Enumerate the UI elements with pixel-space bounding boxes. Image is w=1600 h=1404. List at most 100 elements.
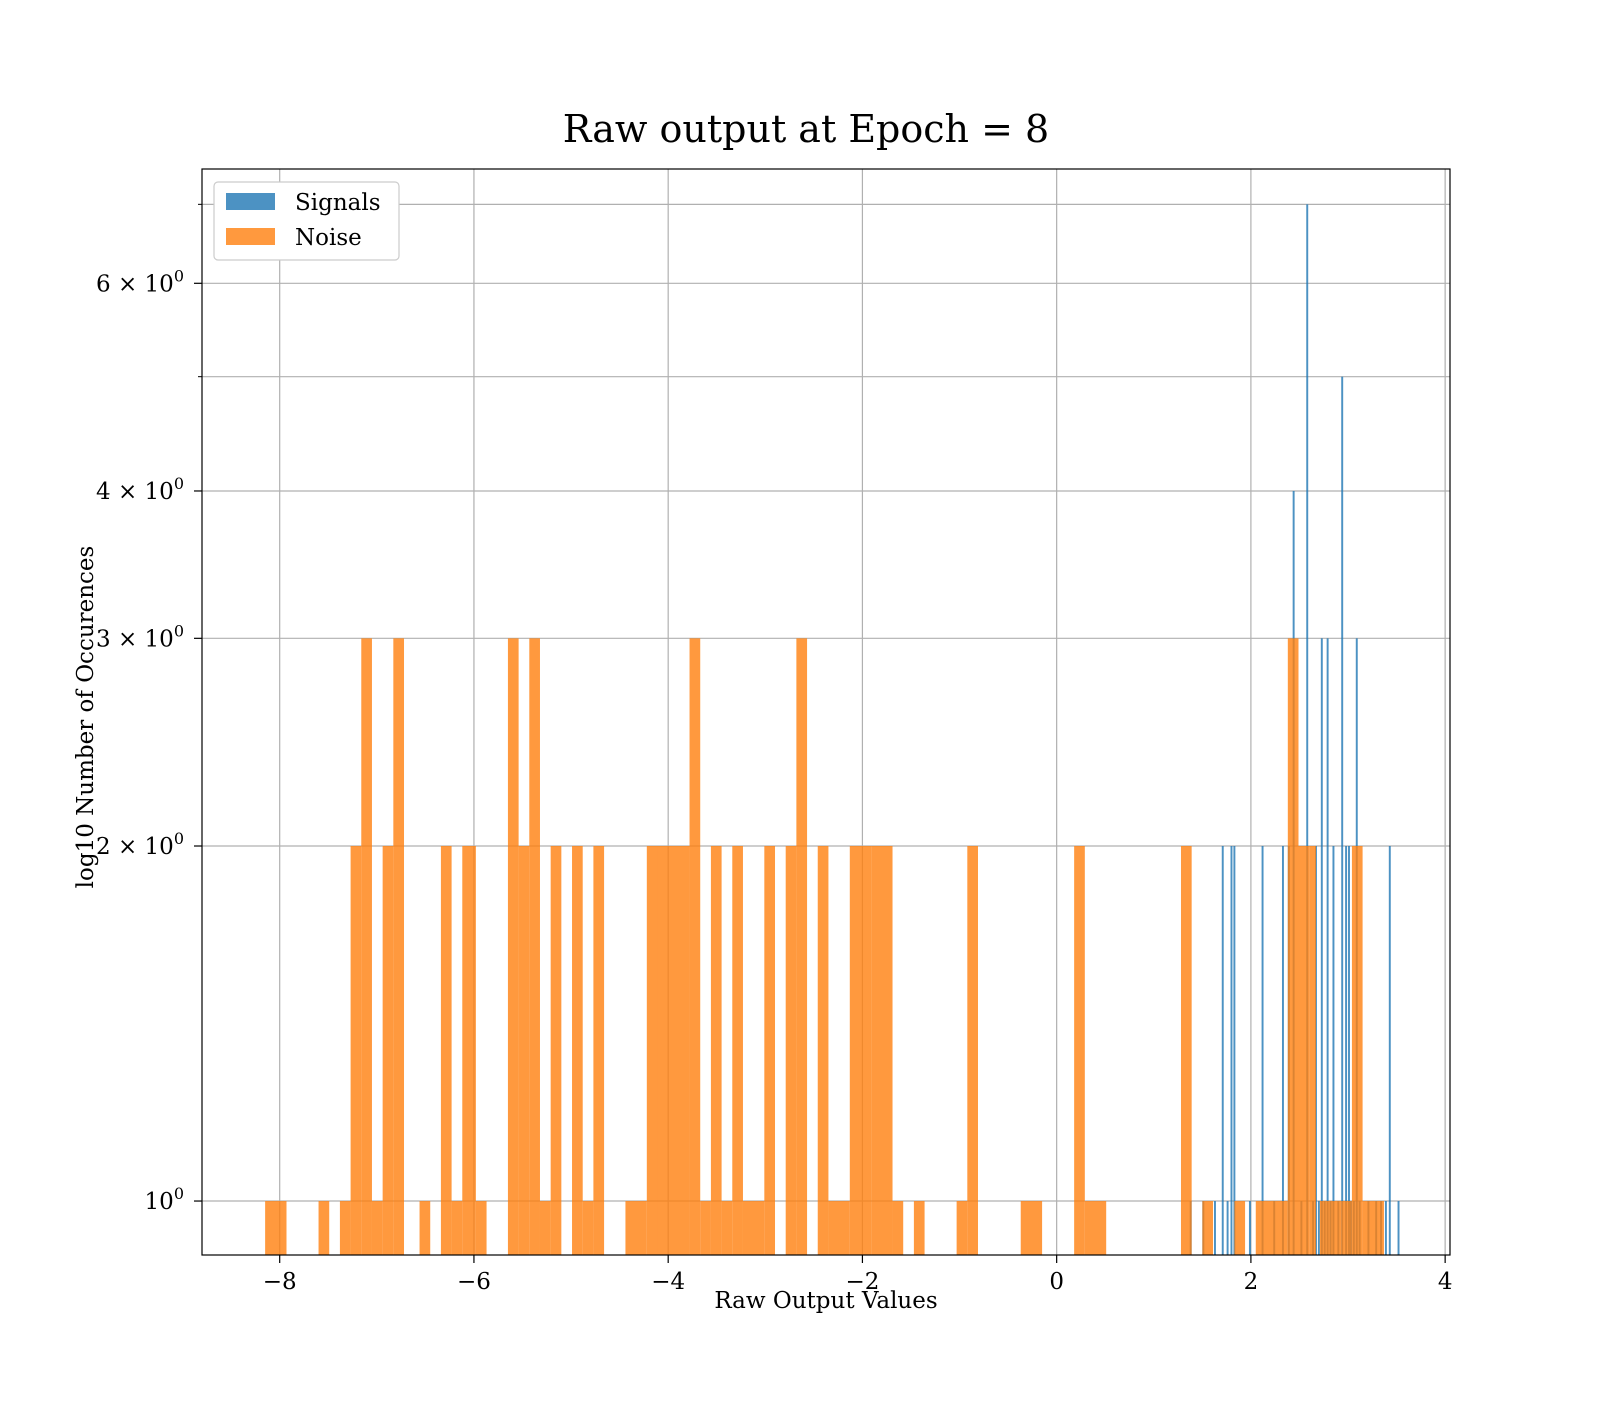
signals-bar <box>1345 846 1348 1255</box>
noise-bar <box>318 1201 330 1255</box>
signals-bar <box>1306 204 1309 1255</box>
noise-bar <box>721 1201 733 1255</box>
noise-bar <box>732 846 743 1255</box>
noise-bar <box>689 638 701 1255</box>
signals-bar <box>1213 1201 1216 1255</box>
noise-bar <box>572 846 583 1255</box>
noise-bar <box>785 846 797 1255</box>
noise-bar <box>550 846 562 1255</box>
noise-bar <box>265 1201 287 1255</box>
noise-bar <box>1020 1201 1043 1255</box>
x-tick-label: −6 <box>457 1269 491 1295</box>
signals-bar <box>1281 846 1284 1255</box>
noise-bar <box>967 846 978 1255</box>
grid-layer <box>202 169 1450 1255</box>
signals-bar <box>1248 1201 1251 1255</box>
noise-bars <box>265 638 1384 1255</box>
plot-frame <box>201 168 1451 1256</box>
noise-bar <box>871 846 893 1255</box>
noise-bar <box>371 1201 383 1255</box>
y-axis-label: log10 Number of Occurences <box>73 546 99 889</box>
signals-bar <box>1332 846 1335 1255</box>
noise-bar <box>1362 1201 1384 1255</box>
noise-bar <box>1234 1201 1246 1255</box>
signals-bar <box>1320 638 1323 1255</box>
x-tick-label: 0 <box>1049 1269 1064 1295</box>
noise-bar <box>1298 846 1310 1255</box>
signals-bar <box>1341 376 1344 1255</box>
signals-bar <box>1261 846 1264 1255</box>
noise-bar <box>646 846 658 1255</box>
noise-bar <box>1287 638 1299 1255</box>
signals-bar <box>1388 846 1391 1255</box>
legend-label-noise: Noise <box>295 225 362 251</box>
signals-bar <box>1226 1201 1229 1255</box>
noise-bar <box>582 1201 594 1255</box>
noise-bar <box>764 846 776 1255</box>
signals-bar <box>1317 1201 1320 1255</box>
noise-bar <box>1180 846 1192 1255</box>
legend-swatch-signals <box>226 193 275 210</box>
noise-bar <box>339 1201 351 1255</box>
noise-bar <box>1074 846 1085 1255</box>
y-tick-label: 3 × 100 <box>96 621 184 652</box>
noise-bar <box>382 846 394 1255</box>
noise-bar <box>828 1201 850 1255</box>
noise-bar <box>451 1201 463 1255</box>
noise-bar <box>518 846 530 1255</box>
noise-bar <box>742 1201 765 1255</box>
x-axis-label: Raw Output Values <box>714 1288 937 1314</box>
noise-bar <box>1255 1201 1288 1255</box>
chart-title: Raw output at Epoch = 8 <box>563 107 1049 151</box>
x-tick-label: −8 <box>263 1269 297 1295</box>
signals-bar <box>1221 846 1224 1255</box>
y-tick-label: 100 <box>145 1184 184 1215</box>
x-tick-label: −4 <box>651 1269 685 1295</box>
noise-bar <box>817 846 829 1255</box>
y-tick-label: 6 × 100 <box>96 266 184 297</box>
noise-bar <box>710 846 722 1255</box>
x-ticks: −8 −6 −4 −2 0 2 4 <box>263 1255 1453 1295</box>
noise-bar <box>539 1201 551 1255</box>
noise-bar <box>1202 1201 1214 1255</box>
noise-bar <box>1319 1201 1331 1255</box>
legend-label-signals: Signals <box>295 190 381 216</box>
noise-bar <box>1084 1201 1107 1255</box>
noise-bar <box>529 638 540 1255</box>
noise-bar <box>657 846 690 1255</box>
y-tick-label: 2 × 100 <box>96 829 184 860</box>
x-tick-label: −2 <box>845 1269 879 1295</box>
noise-bar <box>1351 846 1363 1255</box>
y-tick-label: 4 × 100 <box>96 474 184 505</box>
noise-bar <box>1330 1201 1342 1255</box>
noise-bar <box>350 846 362 1255</box>
noise-bar <box>1309 846 1316 1255</box>
legend: Signals Noise <box>213 181 400 261</box>
signals-bar <box>1230 846 1233 1255</box>
noise-bar <box>849 846 872 1255</box>
noise-bar <box>507 638 519 1255</box>
y-ticks: 100 2 × 100 3 × 100 4 × 100 6 × 100 <box>96 203 202 1215</box>
noise-bar <box>625 1201 647 1255</box>
noise-bar <box>440 846 452 1255</box>
noise-bar <box>956 1201 968 1255</box>
noise-bar <box>913 1201 925 1255</box>
x-tick-label: 4 <box>1438 1269 1453 1295</box>
noise-bar <box>796 638 808 1255</box>
signals-bar <box>1384 1201 1387 1255</box>
noise-bar <box>462 846 476 1255</box>
signals-bar <box>1326 638 1329 1255</box>
noise-bar <box>700 1201 711 1255</box>
noise-bar <box>393 638 405 1255</box>
signals-bar <box>1397 1201 1400 1255</box>
noise-bar <box>475 1201 487 1255</box>
noise-bar <box>361 638 372 1255</box>
noise-bar <box>419 1201 431 1255</box>
signals-bar <box>1348 846 1350 1255</box>
x-tick-label: 2 <box>1244 1269 1259 1295</box>
noise-bar <box>1341 1201 1352 1255</box>
legend-swatch-noise <box>226 228 275 245</box>
signals-bar <box>1233 846 1236 1255</box>
